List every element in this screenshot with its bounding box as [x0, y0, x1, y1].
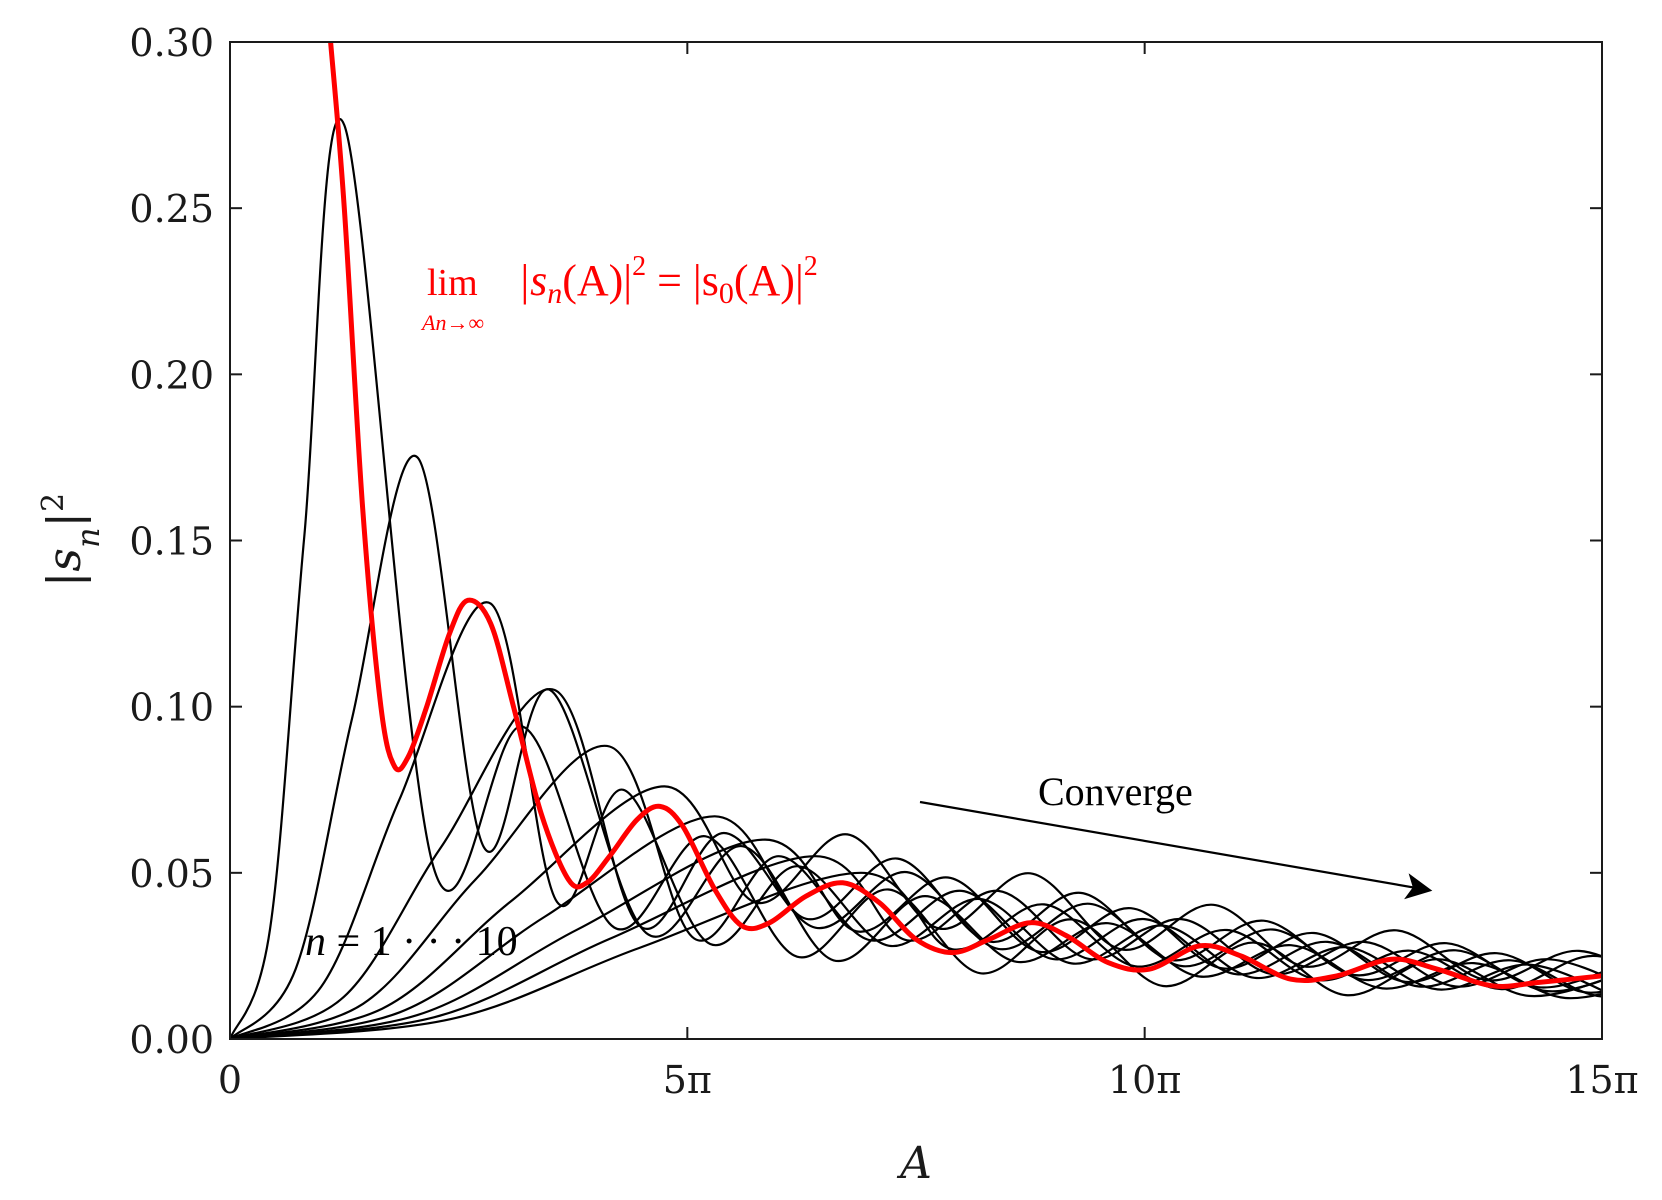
y-tick-label: 0.05: [129, 852, 214, 896]
converge-arrow: [919, 800, 1433, 900]
series-line-n9: [230, 855, 1602, 1039]
limit-eq-mid: = |s: [646, 256, 719, 305]
series-layer: [230, 42, 1602, 1039]
y-tick-label: 0.10: [129, 686, 214, 730]
limit-sub-A: A: [420, 310, 436, 335]
limit-rhs-sup: 2: [804, 251, 818, 282]
limit-sub-arrow: →∞: [446, 310, 484, 335]
y-axis-label-close: |: [37, 512, 91, 528]
series-line-n4: [230, 688, 1602, 1039]
y-axis-label-sup: 2: [36, 493, 71, 512]
converge-label: Converge: [1038, 769, 1193, 814]
svg-text:|sn(A)|2 = |s0(A)|2: |sn(A)|2 = |s0(A)|2: [518, 251, 818, 310]
limit-lhs-sup: 2: [632, 251, 646, 282]
y-ticks: 0.00 0.05 0.10 0.15 0.20 0.25 0.30: [129, 21, 1602, 1062]
limit-rhs-sub: 0: [719, 277, 734, 310]
y-axis-label: |sn|2: [36, 493, 108, 587]
n-range-rest: = 1 · · · 10: [326, 919, 518, 965]
x-axis-label: A: [896, 1138, 932, 1189]
x-tick-label: 0: [218, 1058, 242, 1102]
limit-rhs-arg: (A)|: [734, 256, 804, 305]
series-line-limit: [328, 42, 1602, 989]
x-ticks: 0 5π 10π 15π: [218, 42, 1639, 1102]
series-line-n1: [230, 118, 1602, 1039]
y-tick-label: 0.00: [129, 1018, 214, 1062]
y-axis-label-base: |s: [37, 548, 91, 587]
limit-lhs-bar: |s: [518, 256, 547, 305]
n-range-var: n: [305, 919, 326, 965]
limit-lhs-sub: n: [547, 277, 562, 310]
y-tick-label: 0.20: [129, 353, 214, 397]
series-line-n6: [230, 785, 1602, 1039]
limit-lim: lim: [427, 262, 478, 304]
limit-annotation: lim An→∞ |sn(A)|2 = |s0(A)|2: [420, 251, 818, 335]
x-tick-label: 5π: [663, 1058, 712, 1102]
limit-lhs-arg: (A)|: [562, 256, 632, 305]
svg-text:|sn|2: |sn|2: [36, 493, 108, 587]
series-line-n5: [230, 744, 1602, 1039]
series-line-n8: [230, 838, 1602, 1039]
y-axis-label-sub: n: [69, 527, 107, 548]
y-tick-label: 0.30: [129, 21, 214, 65]
x-tick-label: 10π: [1108, 1058, 1181, 1102]
limit-sub-n: n: [435, 310, 446, 335]
y-tick-label: 0.25: [129, 187, 214, 231]
svg-text:An→∞: An→∞: [420, 310, 484, 335]
x-tick-label: 15π: [1565, 1058, 1638, 1102]
n-range-label: n = 1 · · · 10: [305, 919, 518, 965]
y-tick-label: 0.15: [129, 520, 214, 564]
